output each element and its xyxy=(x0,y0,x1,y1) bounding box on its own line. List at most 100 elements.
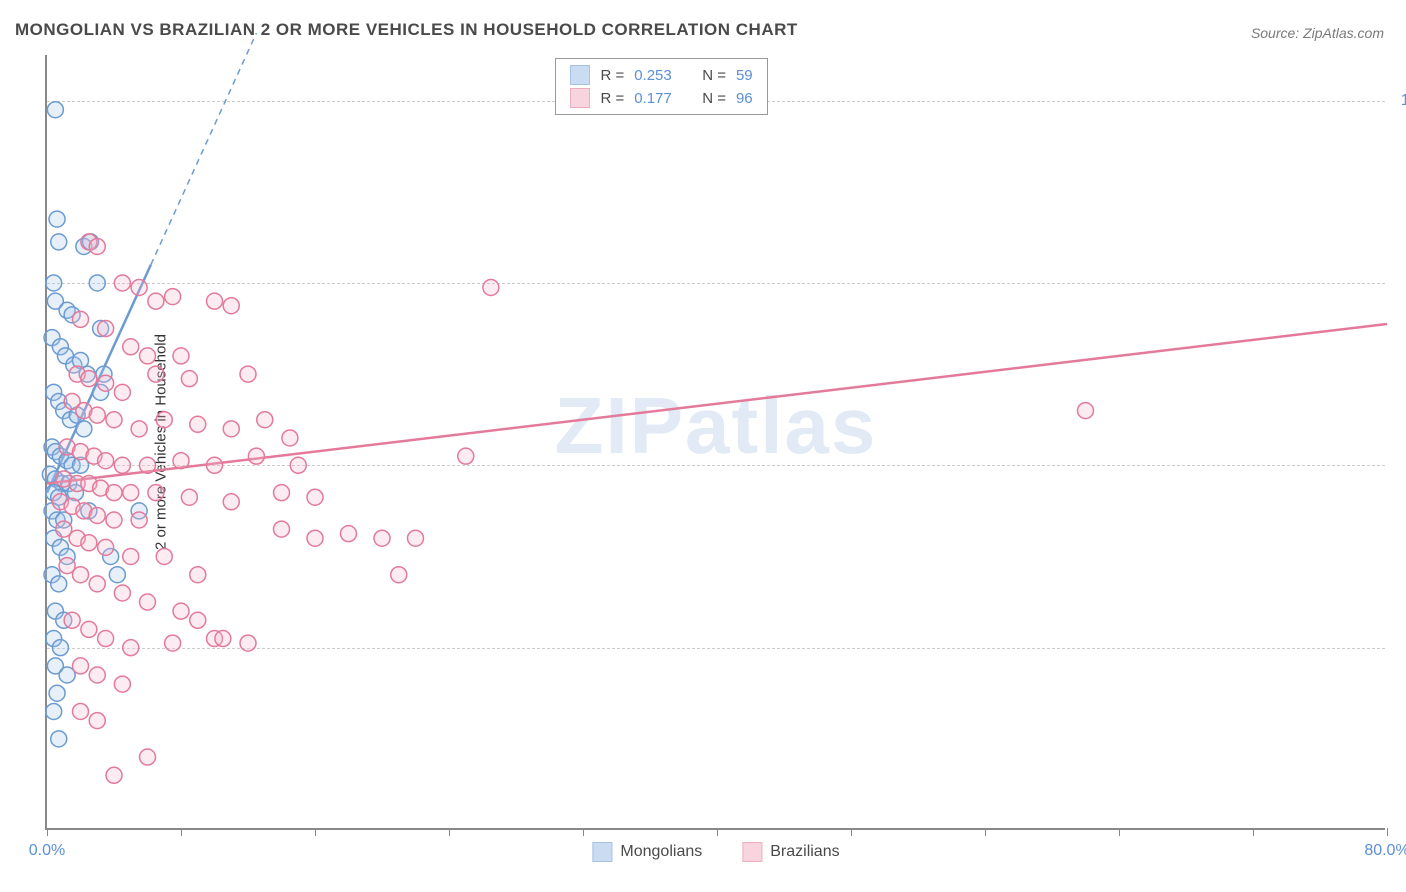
trend-line xyxy=(47,324,1387,484)
data-point xyxy=(156,412,172,428)
legend-stats-row: R = 0.177 N = 96 xyxy=(570,88,752,108)
legend-n-value: 96 xyxy=(736,90,753,107)
data-point xyxy=(89,407,105,423)
data-point xyxy=(123,339,139,355)
data-point xyxy=(89,713,105,729)
data-point xyxy=(73,567,89,583)
legend-n-value: 59 xyxy=(736,67,753,84)
data-point xyxy=(73,658,89,674)
data-point xyxy=(98,539,114,555)
data-point xyxy=(140,594,156,610)
data-point xyxy=(114,275,130,291)
data-point xyxy=(106,767,122,783)
data-point xyxy=(131,280,147,296)
data-point xyxy=(274,521,290,537)
data-point xyxy=(148,366,164,382)
data-point xyxy=(181,489,197,505)
data-point xyxy=(458,448,474,464)
data-point xyxy=(307,530,323,546)
data-point xyxy=(46,703,62,719)
plot-area: 2 or more Vehicles in Household ZIPatlas… xyxy=(45,55,1385,830)
x-tick xyxy=(851,828,852,836)
data-point xyxy=(148,485,164,501)
x-tick xyxy=(449,828,450,836)
legend-swatch xyxy=(570,65,590,85)
data-point xyxy=(274,485,290,501)
x-tick xyxy=(583,828,584,836)
data-point xyxy=(46,275,62,291)
x-tick xyxy=(1387,828,1388,836)
data-point xyxy=(52,640,68,656)
data-point xyxy=(173,348,189,364)
data-point xyxy=(374,530,390,546)
x-tick xyxy=(1119,828,1120,836)
data-point xyxy=(131,512,147,528)
data-point xyxy=(49,685,65,701)
legend-n-label: N = xyxy=(702,90,726,107)
data-point xyxy=(1078,403,1094,419)
data-point xyxy=(89,576,105,592)
data-point xyxy=(240,366,256,382)
data-point xyxy=(207,293,223,309)
legend-r-label: R = xyxy=(600,90,624,107)
data-point xyxy=(47,102,63,118)
svg-layer xyxy=(47,55,1385,828)
legend-stats-row: R =0.253N =59 xyxy=(570,65,752,85)
x-tick xyxy=(1253,828,1254,836)
data-point xyxy=(109,567,125,583)
data-point xyxy=(114,676,130,692)
trend-line-extension xyxy=(151,33,257,265)
data-point xyxy=(181,371,197,387)
data-point xyxy=(307,489,323,505)
y-tick-label: 100.0% xyxy=(1401,92,1406,110)
x-tick xyxy=(315,828,316,836)
legend-item: Brazilians xyxy=(742,842,839,862)
data-point xyxy=(173,603,189,619)
data-point xyxy=(408,530,424,546)
data-point xyxy=(257,412,273,428)
data-point xyxy=(156,548,172,564)
data-point xyxy=(51,731,67,747)
data-point xyxy=(282,430,298,446)
data-point xyxy=(341,526,357,542)
x-tick-label: 80.0% xyxy=(1364,842,1406,860)
legend-swatch xyxy=(742,842,762,862)
data-point xyxy=(123,485,139,501)
x-tick xyxy=(985,828,986,836)
source-attribution: Source: ZipAtlas.com xyxy=(1251,25,1384,41)
legend-r-value: 0.253 xyxy=(634,67,682,84)
data-point xyxy=(73,703,89,719)
data-point xyxy=(140,457,156,473)
data-point xyxy=(240,635,256,651)
data-point xyxy=(190,567,206,583)
legend-item: Mongolians xyxy=(592,842,702,862)
data-point xyxy=(215,631,231,647)
data-point xyxy=(290,457,306,473)
data-point xyxy=(223,421,239,437)
data-point xyxy=(106,412,122,428)
legend-item-label: Brazilians xyxy=(770,843,839,861)
data-point xyxy=(248,448,264,464)
legend-item-label: Mongolians xyxy=(620,843,702,861)
data-point xyxy=(391,567,407,583)
legend-n-label: N = xyxy=(702,67,726,84)
data-point xyxy=(89,238,105,254)
data-point xyxy=(114,457,130,473)
data-point xyxy=(89,667,105,683)
data-point xyxy=(51,234,67,250)
data-point xyxy=(64,612,80,628)
legend-swatch xyxy=(592,842,612,862)
x-tick xyxy=(47,828,48,836)
legend-r-value: 0.177 xyxy=(634,90,682,107)
data-point xyxy=(165,635,181,651)
data-point xyxy=(73,311,89,327)
data-point xyxy=(223,494,239,510)
data-point xyxy=(98,631,114,647)
data-point xyxy=(207,457,223,473)
data-point xyxy=(131,421,147,437)
data-point xyxy=(190,416,206,432)
data-point xyxy=(114,585,130,601)
chart-title: MONGOLIAN VS BRAZILIAN 2 OR MORE VEHICLE… xyxy=(15,20,798,40)
data-point xyxy=(223,298,239,314)
data-point xyxy=(98,453,114,469)
